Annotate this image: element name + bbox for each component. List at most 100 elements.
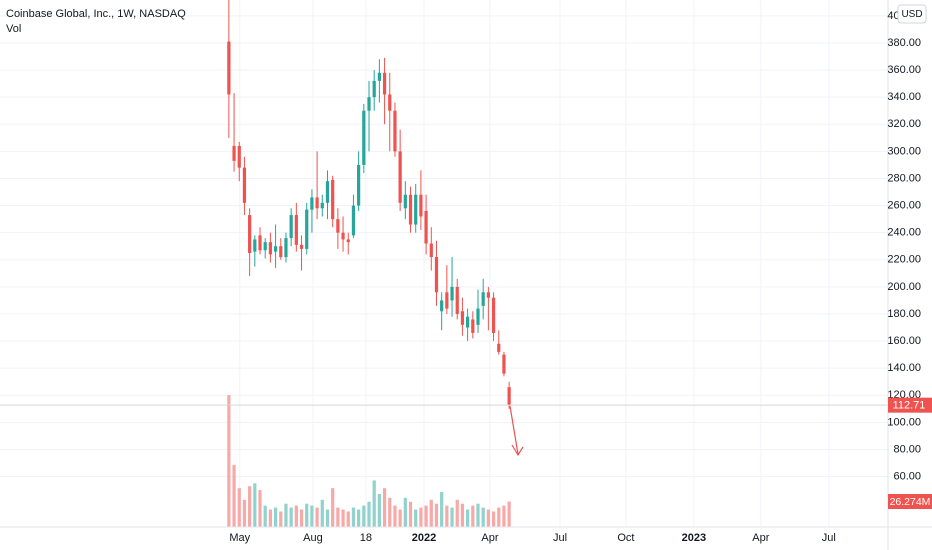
volume-bar — [502, 505, 506, 527]
candle-body — [253, 239, 257, 252]
volume-bar — [362, 505, 366, 527]
y-tick-label: 340.00 — [887, 91, 921, 103]
volume-bar — [481, 507, 485, 527]
volume-bar — [351, 507, 356, 527]
volume-bar — [507, 501, 511, 527]
volume-bar — [414, 509, 418, 527]
volume-bar — [388, 497, 392, 527]
candle-body — [393, 110, 397, 152]
candle-body — [455, 286, 459, 314]
candle-body — [481, 292, 485, 306]
volume-bar — [476, 503, 480, 527]
candle-body — [507, 387, 511, 406]
volume-bar — [497, 507, 501, 527]
volume-bar — [284, 503, 288, 527]
volume-bar — [419, 507, 423, 527]
volume-bar — [315, 507, 319, 527]
axis-layer: 60.0080.00100.00120.00140.00160.00180.00… — [229, 10, 932, 544]
candle-body — [331, 179, 335, 220]
candle-body — [305, 209, 309, 249]
volume-bar — [408, 501, 413, 527]
x-tick-label: 18 — [360, 532, 372, 544]
candle-body — [460, 311, 465, 325]
annotation-arrow — [509, 405, 524, 457]
volume-bar — [398, 509, 402, 527]
volume-bar — [403, 497, 407, 527]
candle-body — [237, 145, 241, 168]
candle-body — [502, 354, 506, 374]
candle-body — [325, 181, 330, 203]
last-volume-label: 26.274M — [890, 496, 931, 508]
candle-body — [242, 167, 247, 203]
volume-bar — [253, 483, 257, 527]
volume-bar — [242, 499, 247, 527]
volume-bar — [367, 501, 371, 527]
volume-bar — [471, 505, 475, 527]
candle-body — [408, 194, 413, 225]
candle-body — [367, 97, 371, 111]
last-volume-box — [888, 493, 932, 509]
volume-bar — [445, 505, 449, 527]
candle-body — [232, 145, 236, 161]
candle-body — [248, 215, 252, 253]
x-tick-label: Oct — [617, 532, 634, 544]
y-tick-label: 200.00 — [887, 281, 921, 293]
candle-body — [497, 343, 501, 352]
candle-body — [315, 197, 319, 209]
volume-bar — [393, 505, 397, 527]
volume-bar — [336, 507, 340, 527]
candle-body — [372, 80, 376, 98]
candle-body — [289, 215, 293, 239]
volume-bar — [263, 505, 267, 527]
candle-body — [445, 292, 449, 309]
volume-bar — [455, 499, 459, 527]
candle-body — [341, 232, 345, 240]
candle-body — [279, 246, 283, 258]
candle-body — [258, 235, 262, 251]
x-tick-label: Aug — [303, 532, 323, 544]
y-tick-label: 220.00 — [887, 254, 921, 266]
volume-bar — [377, 494, 381, 527]
y-tick-label: 140.00 — [887, 362, 921, 374]
volume-bar — [289, 507, 293, 527]
y-tick-label: 160.00 — [887, 335, 921, 347]
x-tick-label: 2023 — [682, 532, 706, 544]
currency-button[interactable] — [897, 4, 927, 24]
candle-body — [491, 297, 496, 333]
candle-body — [419, 194, 423, 217]
candle-body — [377, 72, 381, 81]
candle-body — [429, 243, 433, 258]
candle-body — [227, 41, 231, 95]
volume-bar — [299, 509, 304, 527]
volume-bar — [460, 503, 465, 527]
candle-layer — [227, 0, 511, 409]
candle-body — [362, 110, 366, 165]
volume-bar — [440, 492, 444, 527]
candle-body — [263, 242, 267, 251]
grid — [0, 0, 888, 527]
volume-bar — [248, 486, 252, 527]
volume-bar — [227, 395, 231, 527]
y-tick-label: 240.00 — [887, 227, 921, 239]
last-price-label: 112.71 — [893, 400, 926, 412]
candle-body — [346, 239, 350, 243]
candle-body — [450, 286, 454, 301]
candle-body — [388, 94, 392, 111]
volume-bar — [310, 505, 314, 527]
volume-bar — [237, 488, 241, 527]
volume-bar — [486, 509, 490, 527]
y-tick-label: 280.00 — [887, 172, 921, 184]
volume-bar — [331, 488, 335, 527]
volume-bar — [279, 511, 283, 527]
volume-bar — [341, 509, 345, 527]
volume-bar — [466, 509, 470, 527]
y-tick-label: 60.00 — [893, 470, 921, 482]
candle-body — [268, 242, 273, 255]
y-tick-label: 100.00 — [887, 416, 921, 428]
last-price-box — [888, 397, 932, 413]
currency-label[interactable]: USD — [901, 9, 922, 20]
volume-bar — [450, 507, 454, 527]
candle-body — [351, 205, 356, 236]
